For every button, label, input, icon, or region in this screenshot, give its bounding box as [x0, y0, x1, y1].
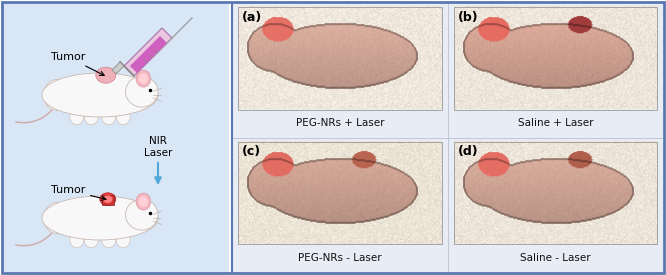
Ellipse shape — [136, 70, 151, 87]
Text: PEG-NRs - Laser: PEG-NRs - Laser — [298, 253, 382, 263]
Bar — [238, 142, 442, 244]
Ellipse shape — [139, 73, 148, 84]
Ellipse shape — [100, 193, 116, 206]
Text: PEG-NRs + Laser: PEG-NRs + Laser — [296, 119, 384, 128]
Ellipse shape — [85, 109, 99, 125]
Polygon shape — [130, 36, 167, 73]
Ellipse shape — [139, 196, 148, 207]
Bar — [3, 3, 229, 272]
Text: Tumor: Tumor — [51, 52, 104, 75]
Text: (c): (c) — [242, 145, 261, 158]
Ellipse shape — [70, 109, 84, 125]
Ellipse shape — [125, 76, 158, 107]
Ellipse shape — [117, 232, 130, 248]
Text: (a): (a) — [242, 11, 262, 24]
Text: NIR
Laser: NIR Laser — [144, 136, 172, 158]
Ellipse shape — [103, 195, 113, 203]
Bar — [454, 142, 657, 244]
Bar — [454, 7, 657, 109]
Ellipse shape — [42, 196, 158, 240]
Text: (d): (d) — [458, 145, 478, 158]
FancyArrowPatch shape — [16, 110, 52, 123]
Ellipse shape — [96, 67, 116, 83]
Ellipse shape — [102, 109, 116, 125]
Bar — [102, 195, 114, 205]
Text: Tumor: Tumor — [51, 185, 106, 200]
Text: (b): (b) — [458, 11, 478, 24]
Ellipse shape — [125, 199, 158, 230]
Ellipse shape — [44, 79, 69, 110]
Bar — [238, 7, 442, 109]
Ellipse shape — [44, 203, 69, 233]
Ellipse shape — [136, 193, 151, 210]
Ellipse shape — [85, 232, 99, 248]
Ellipse shape — [117, 109, 130, 125]
Ellipse shape — [42, 73, 158, 117]
Polygon shape — [124, 28, 172, 76]
Ellipse shape — [102, 232, 116, 248]
Ellipse shape — [70, 232, 84, 248]
Polygon shape — [112, 62, 124, 74]
FancyArrowPatch shape — [16, 233, 52, 246]
Text: Saline - Laser: Saline - Laser — [520, 253, 591, 263]
Text: Saline + Laser: Saline + Laser — [517, 119, 593, 128]
Bar — [232, 3, 663, 272]
